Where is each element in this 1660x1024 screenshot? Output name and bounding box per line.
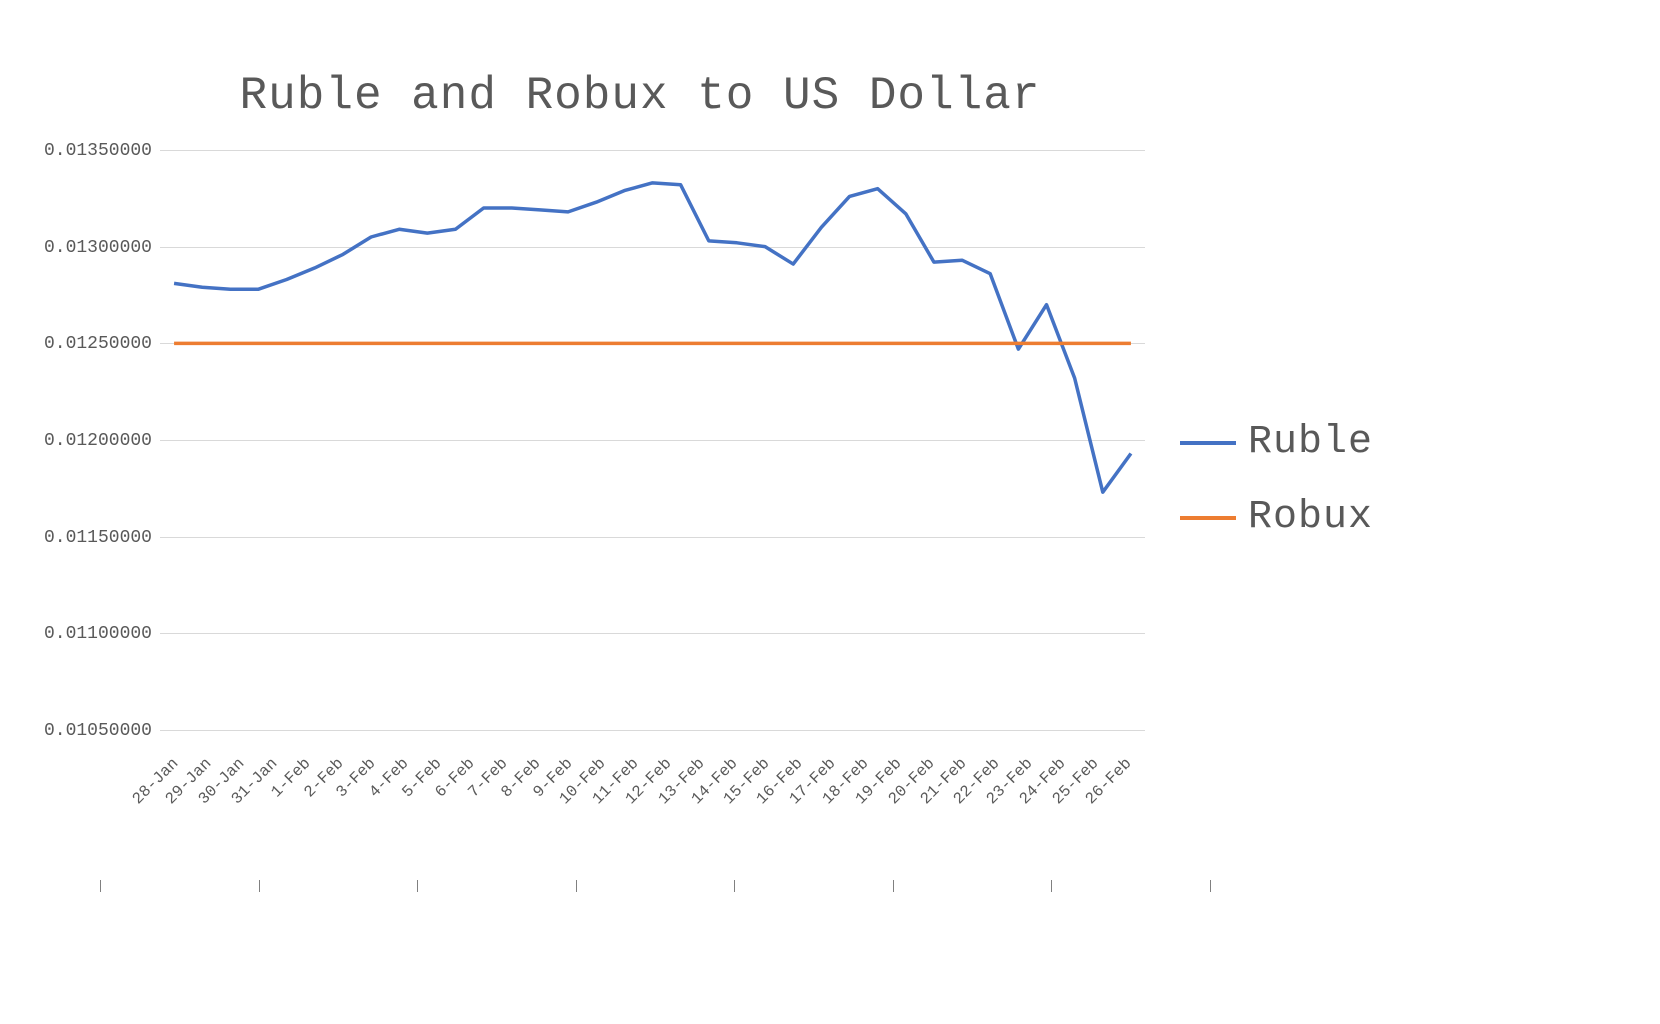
secondary-tick — [1210, 880, 1211, 892]
y-tick-label: 0.01150000 — [12, 528, 152, 548]
series-line-ruble — [174, 183, 1131, 492]
legend-item-robux: Robux — [1180, 495, 1373, 540]
secondary-tick — [417, 880, 418, 892]
gridline — [160, 730, 1145, 731]
secondary-tick — [734, 880, 735, 892]
legend-swatch-ruble — [1180, 441, 1236, 445]
y-tick-label: 0.01250000 — [12, 334, 152, 354]
line-series — [160, 150, 1145, 730]
legend-item-ruble: Ruble — [1180, 420, 1373, 465]
x-axis-labels: 28-Jan29-Jan30-Jan31-Jan1-Feb2-Feb3-Feb4… — [160, 738, 1145, 818]
legend: Ruble Robux — [1180, 420, 1373, 540]
legend-label-ruble: Ruble — [1248, 420, 1373, 465]
chart-title: Ruble and Robux to US Dollar — [0, 70, 1280, 122]
legend-label-robux: Robux — [1248, 495, 1373, 540]
y-tick-label: 0.01100000 — [12, 624, 152, 644]
secondary-tick — [100, 880, 101, 892]
secondary-tick — [1051, 880, 1052, 892]
y-tick-label: 0.01050000 — [12, 721, 152, 741]
chart-container: Ruble and Robux to US Dollar 0.01050000 0… — [0, 0, 1660, 1024]
legend-swatch-robux — [1180, 516, 1236, 520]
secondary-tick — [259, 880, 260, 892]
secondary-tick — [893, 880, 894, 892]
secondary-axis-ticks — [100, 880, 1210, 900]
secondary-tick — [576, 880, 577, 892]
y-tick-label: 0.01300000 — [12, 238, 152, 258]
y-tick-label: 0.01200000 — [12, 431, 152, 451]
plot-area — [160, 150, 1145, 730]
y-tick-label: 0.01350000 — [12, 141, 152, 161]
